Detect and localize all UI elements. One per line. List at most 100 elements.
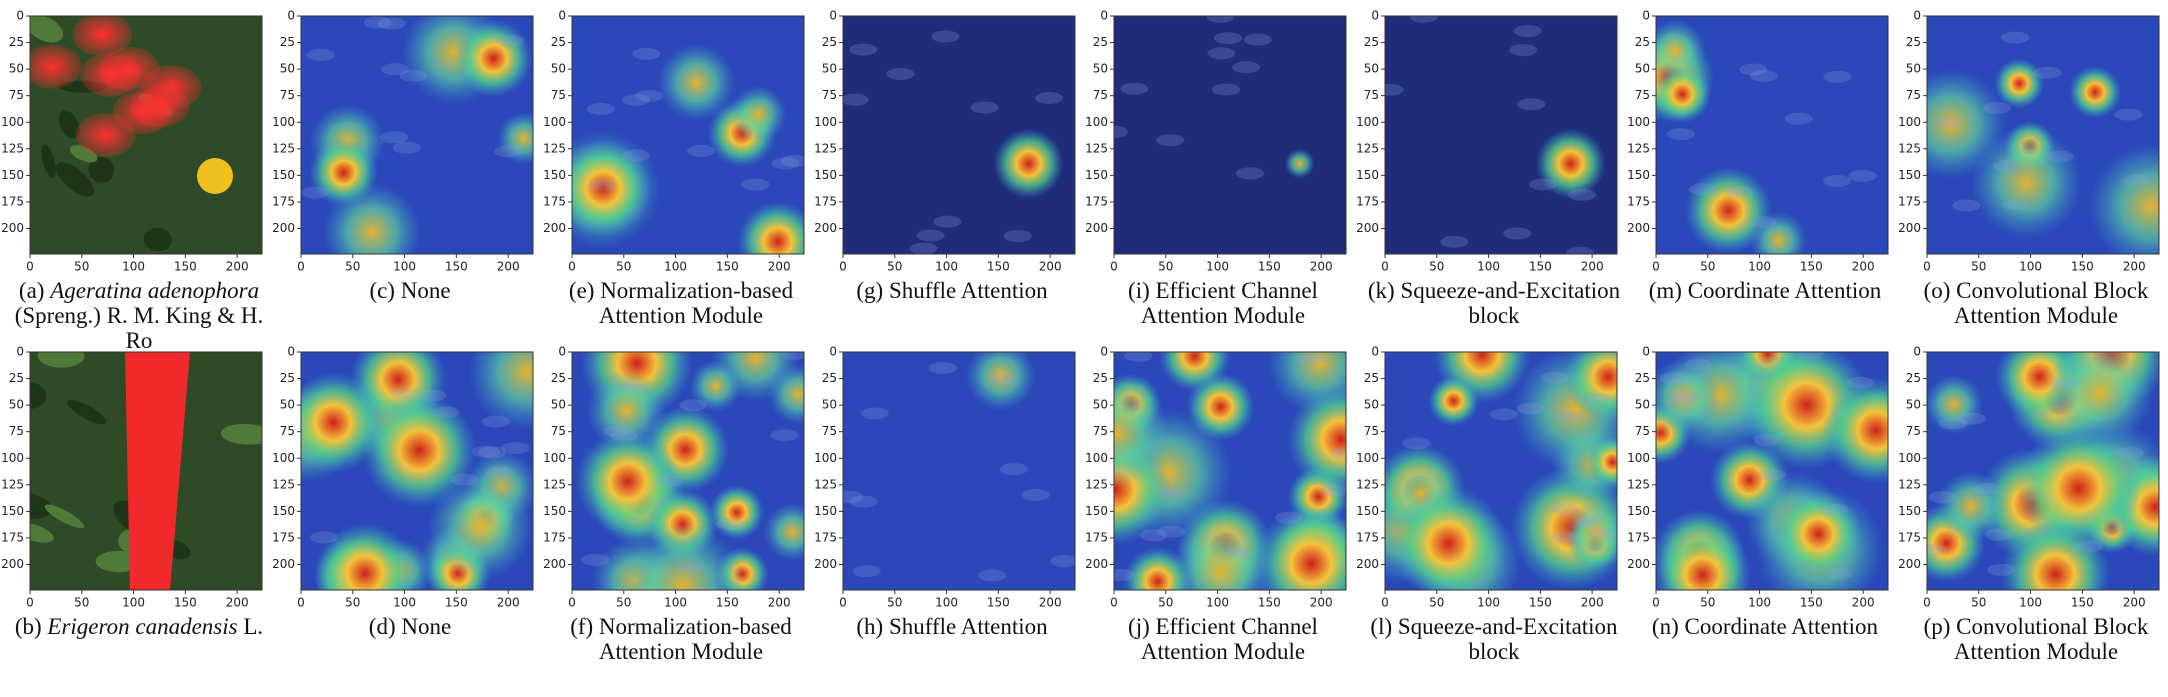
leaf-shadow bbox=[1824, 567, 1853, 580]
panel-image bbox=[572, 352, 804, 590]
y-tick-label: 25 bbox=[9, 371, 24, 385]
heat-spot bbox=[1656, 359, 1722, 435]
caption-text: (h) Shuffle Attention bbox=[856, 614, 1048, 639]
y-tick-label: 175 bbox=[1898, 530, 1921, 544]
y-tick-label: 150 bbox=[272, 504, 295, 518]
heat-spot bbox=[1935, 471, 2007, 542]
y-tick-label: 50 bbox=[822, 62, 837, 76]
leaf-shadow bbox=[781, 154, 804, 167]
x-tick-label: 50 bbox=[1971, 596, 1986, 610]
x-tick-label: 200 bbox=[2123, 260, 2146, 274]
leaf-shadow bbox=[771, 157, 800, 170]
caption-text: (f) Normalization-based Attention Module bbox=[570, 614, 792, 664]
leaf-shadow bbox=[1213, 32, 1242, 45]
leaf-shadow bbox=[843, 490, 864, 503]
x-tick-label: 200 bbox=[1852, 260, 1875, 274]
x-tick-label: 150 bbox=[1258, 596, 1281, 610]
y-tick-label: 175 bbox=[1627, 194, 1650, 208]
heat-spot bbox=[1586, 436, 1617, 488]
y-tick-label: 0 bbox=[287, 345, 295, 359]
leaf-shadow bbox=[485, 466, 514, 479]
panel-image bbox=[572, 16, 804, 254]
x-tick-label: 0 bbox=[1923, 596, 1931, 610]
y-tick-label: 200 bbox=[1898, 221, 1921, 235]
leaf-shadow bbox=[1139, 529, 1168, 542]
y-tick-label: 25 bbox=[280, 371, 295, 385]
heat-spot bbox=[362, 393, 477, 508]
heat-spot bbox=[322, 183, 421, 254]
x-tick-label: 150 bbox=[987, 260, 1010, 274]
heat-spot bbox=[1656, 65, 1712, 124]
y-tick-label: 125 bbox=[1, 141, 24, 155]
panel-image bbox=[1656, 352, 1888, 590]
y-tick-label: 125 bbox=[814, 477, 837, 491]
y-tick-label: 200 bbox=[814, 557, 837, 571]
frame bbox=[842, 15, 1076, 255]
panel-image bbox=[843, 16, 1075, 254]
panel-image bbox=[301, 16, 533, 254]
heat-spot bbox=[1970, 127, 2083, 239]
y-tick-label: 200 bbox=[543, 557, 566, 571]
panel-image bbox=[843, 352, 1075, 590]
y-tick-label: 100 bbox=[272, 115, 295, 129]
y-tick-label: 100 bbox=[1898, 451, 1921, 465]
caption-italic: Ageratina adenophora bbox=[50, 278, 260, 303]
leaf bbox=[58, 110, 80, 139]
heat-spot bbox=[572, 139, 652, 237]
caption: (d) None bbox=[279, 614, 541, 639]
caption-label: (b) bbox=[14, 614, 42, 639]
y-tick-label: 125 bbox=[1356, 477, 1379, 491]
y-tick-label: 175 bbox=[1356, 194, 1379, 208]
caption: (e) Normalization-based Attention Module bbox=[550, 278, 812, 328]
heat-spot bbox=[1169, 521, 1272, 590]
leaf-shadow bbox=[1402, 437, 1431, 450]
heat-spot bbox=[1774, 490, 1863, 579]
frame bbox=[300, 351, 534, 591]
panel-image bbox=[1385, 352, 1617, 590]
leaf-shadow bbox=[1550, 503, 1579, 516]
x-tick-label: 50 bbox=[1429, 260, 1444, 274]
heat-spot bbox=[657, 43, 736, 122]
y-tick-label: 200 bbox=[272, 221, 295, 235]
y-tick-label: 175 bbox=[543, 530, 566, 544]
caption-text: L. bbox=[243, 614, 264, 639]
leaf-shadow bbox=[1385, 83, 1404, 96]
y-tick-label: 0 bbox=[1371, 9, 1379, 23]
y-tick-label: 50 bbox=[1364, 398, 1379, 412]
x-tick-label: 100 bbox=[2019, 596, 2042, 610]
x-tick-label: 100 bbox=[1206, 260, 1229, 274]
y-tick-label: 175 bbox=[814, 530, 837, 544]
x-tick-label: 150 bbox=[1529, 260, 1552, 274]
heat-bg bbox=[1114, 16, 1346, 254]
leaf-shadow bbox=[1957, 412, 1986, 425]
leaf bbox=[0, 644, 8, 674]
panel-image bbox=[1114, 16, 1346, 254]
leaf-shadow bbox=[1124, 352, 1153, 362]
leaf-shadow bbox=[1114, 568, 1136, 581]
x-tick-label: 50 bbox=[1158, 596, 1173, 610]
x-tick-label: 150 bbox=[445, 596, 468, 610]
leaf-shadow bbox=[1489, 408, 1518, 421]
y-tick-label: 25 bbox=[1635, 371, 1650, 385]
caption: (k) Squeeze-and-Excitation block bbox=[1363, 278, 1625, 328]
x-tick-label: 200 bbox=[768, 596, 791, 610]
y-tick-label: 100 bbox=[1356, 451, 1379, 465]
x-tick-label: 150 bbox=[174, 596, 197, 610]
y-tick-label: 175 bbox=[272, 530, 295, 544]
x-tick-label: 0 bbox=[297, 260, 305, 274]
x-tick-label: 100 bbox=[122, 596, 145, 610]
x-tick-label: 100 bbox=[122, 260, 145, 274]
y-tick-label: 25 bbox=[1635, 35, 1650, 49]
leaf-shadow bbox=[849, 43, 878, 56]
leaf-shadow bbox=[615, 381, 644, 394]
leaf-shadow bbox=[1035, 91, 1064, 104]
leaf bbox=[30, 491, 52, 519]
leaf-shadow bbox=[1440, 235, 1469, 248]
heat-spot bbox=[497, 112, 533, 165]
x-tick-label: 0 bbox=[26, 596, 34, 610]
y-tick-label: 175 bbox=[272, 194, 295, 208]
heat-spot bbox=[1823, 377, 1888, 484]
leaf-shadow bbox=[1928, 491, 1957, 504]
leaf-shadow bbox=[450, 473, 479, 486]
y-tick-label: 100 bbox=[543, 115, 566, 129]
